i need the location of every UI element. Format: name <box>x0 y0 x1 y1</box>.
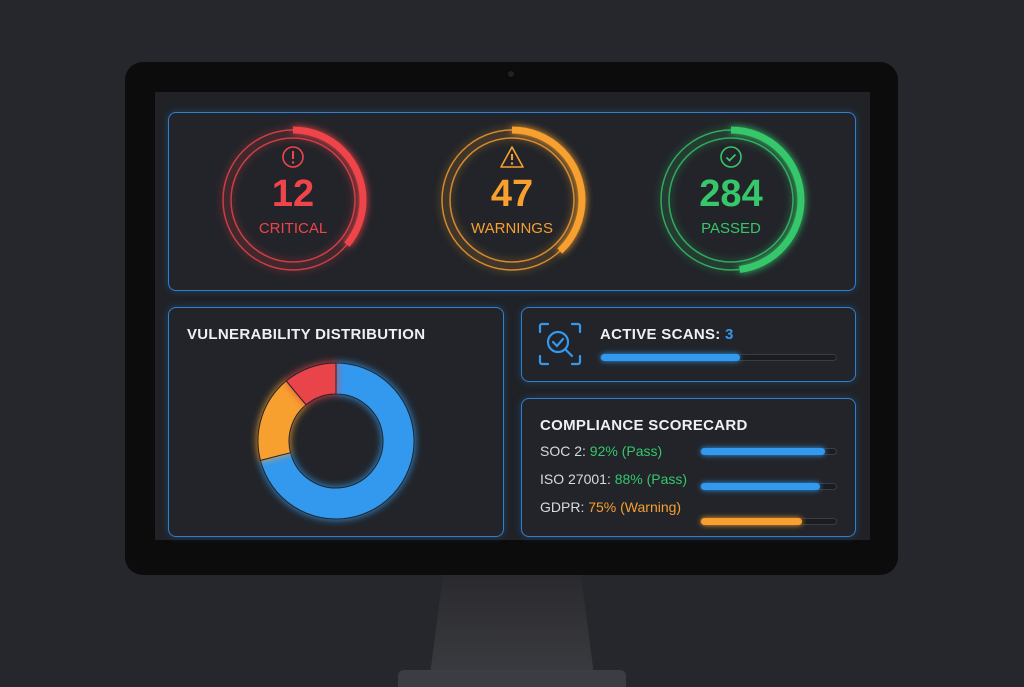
gauge-value: 284 <box>699 173 763 215</box>
panel-title: VULNERABILITY DISTRIBUTION <box>187 326 426 343</box>
donut-slice <box>285 362 337 406</box>
active-scans-label: ACTIVE SCANS: <box>600 326 721 343</box>
warning-triangle-icon <box>500 146 524 168</box>
gauge-passed: 284 PASSED <box>656 125 806 275</box>
vulnerability-distribution-panel: VULNERABILITY DISTRIBUTION <box>168 307 504 537</box>
gauge-ring <box>657 126 805 274</box>
active-scans-panel: ACTIVE SCANS: 3 <box>521 307 856 382</box>
monitor-base <box>398 670 626 687</box>
compliance-row: ISO 27001: 88% (Pass) <box>540 471 687 487</box>
standard-score: 92% (Pass) <box>589 443 663 459</box>
compliance-bar <box>700 518 837 525</box>
gauge-fill-arc <box>438 126 586 274</box>
active-scans-count: 3 <box>725 326 734 343</box>
gauge-fill-arc <box>219 126 367 274</box>
gauge-label: PASSED <box>701 220 761 237</box>
gauge-critical: 12 CRITICAL <box>218 125 368 275</box>
gauge-value: 47 <box>490 173 534 215</box>
compliance-row: SOC 2: 92% (Pass) <box>540 443 662 459</box>
compliance-bar-fill <box>701 518 803 525</box>
check-circle-icon <box>720 146 742 168</box>
standard-name: SOC 2: <box>540 443 586 459</box>
gauge-ring <box>438 126 586 274</box>
compliance-bar-fill <box>701 483 820 490</box>
scan-search-check-icon <box>538 322 582 366</box>
gauge-value: 12 <box>271 173 315 215</box>
donut-slice <box>259 362 415 520</box>
exclamation-circle-icon <box>282 146 304 168</box>
standard-name: GDPR: <box>540 499 585 515</box>
progress-fill <box>601 354 740 361</box>
gauge-label: WARNINGS <box>471 220 553 237</box>
gauge-ring <box>219 126 367 274</box>
active-scans-progress <box>600 354 837 361</box>
compliance-scorecard-panel: COMPLIANCE SCORECARD SOC 2: 92% (Pass) I… <box>521 398 856 537</box>
gauge-label: CRITICAL <box>258 220 328 237</box>
compliance-bar <box>700 483 837 490</box>
webcam <box>508 71 514 77</box>
compliance-row: GDPR: 75% (Warning) <box>540 499 681 515</box>
gauge-warnings: 47 WARNINGS <box>437 125 587 275</box>
standard-score: 88% (Pass) <box>614 471 688 487</box>
donut-chart <box>257 362 415 520</box>
panel-title: COMPLIANCE SCORECARD <box>540 417 748 434</box>
monitor-stand <box>430 575 594 675</box>
standard-score: 75% (Warning) <box>588 499 682 515</box>
standard-name: ISO 27001: <box>540 471 611 487</box>
compliance-bar-fill <box>701 448 826 455</box>
compliance-bar <box>700 448 837 455</box>
gauge-fill-arc <box>657 126 805 274</box>
